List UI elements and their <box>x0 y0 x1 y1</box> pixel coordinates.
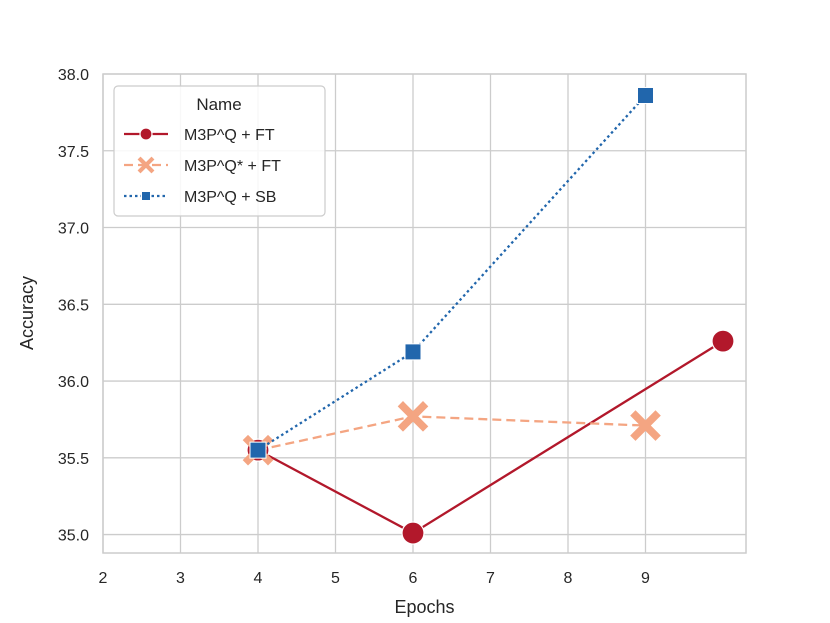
y-tick-label: 36.5 <box>58 297 89 314</box>
x-tick-label: 5 <box>331 570 340 587</box>
legend-marker <box>137 156 155 174</box>
y-axis-title: Accuracy <box>17 276 37 350</box>
data-point <box>711 329 735 353</box>
x-tick-label: 3 <box>176 570 185 587</box>
data-point <box>249 441 267 459</box>
legend-label: M3P^Q + FT <box>184 127 275 144</box>
y-tick-label: 35.0 <box>58 528 89 545</box>
y-tick-labels: 35.0 35.5 36.0 36.5 37.0 37.5 38.0 <box>58 67 89 545</box>
data-point <box>404 343 422 361</box>
legend-label: M3P^Q + SB <box>184 189 276 206</box>
legend-title: Name <box>196 95 241 114</box>
legend-item: M3P^Q* + FT <box>124 156 281 175</box>
data-point <box>401 521 425 545</box>
legend-marker <box>141 191 151 201</box>
plot-frame <box>102 73 747 554</box>
y-tick-label: 37.5 <box>58 144 89 161</box>
x-tick-label: 8 <box>564 570 573 587</box>
y-tick-label: 35.5 <box>58 451 89 468</box>
legend-marker <box>139 127 153 141</box>
x-tick-labels: 2 3 4 5 6 7 8 9 <box>99 570 651 587</box>
y-tick-label: 38.0 <box>58 67 89 84</box>
x-axis-title: Epochs <box>394 597 454 617</box>
x-tick-label: 4 <box>254 570 263 587</box>
x-tick-label: 6 <box>409 570 418 587</box>
series-group <box>242 86 735 545</box>
data-point <box>397 401 429 432</box>
data-point <box>630 410 661 441</box>
legend: Name M3P^Q + FT M3P^Q* + FT M3P^Q + SB <box>113 85 326 217</box>
legend-box <box>113 85 326 217</box>
x-tick-label: 7 <box>486 570 495 587</box>
data-point <box>637 86 654 104</box>
series-2 <box>249 86 654 459</box>
x-tick-label: 2 <box>99 570 108 587</box>
y-tick-label: 36.0 <box>58 374 89 391</box>
legend-item: M3P^Q + FT <box>124 127 275 144</box>
legend-item: M3P^Q + SB <box>124 189 276 206</box>
legend-label: M3P^Q* + FT <box>184 158 281 175</box>
x-tick-label: 9 <box>641 570 650 587</box>
y-tick-label: 37.0 <box>58 221 89 238</box>
